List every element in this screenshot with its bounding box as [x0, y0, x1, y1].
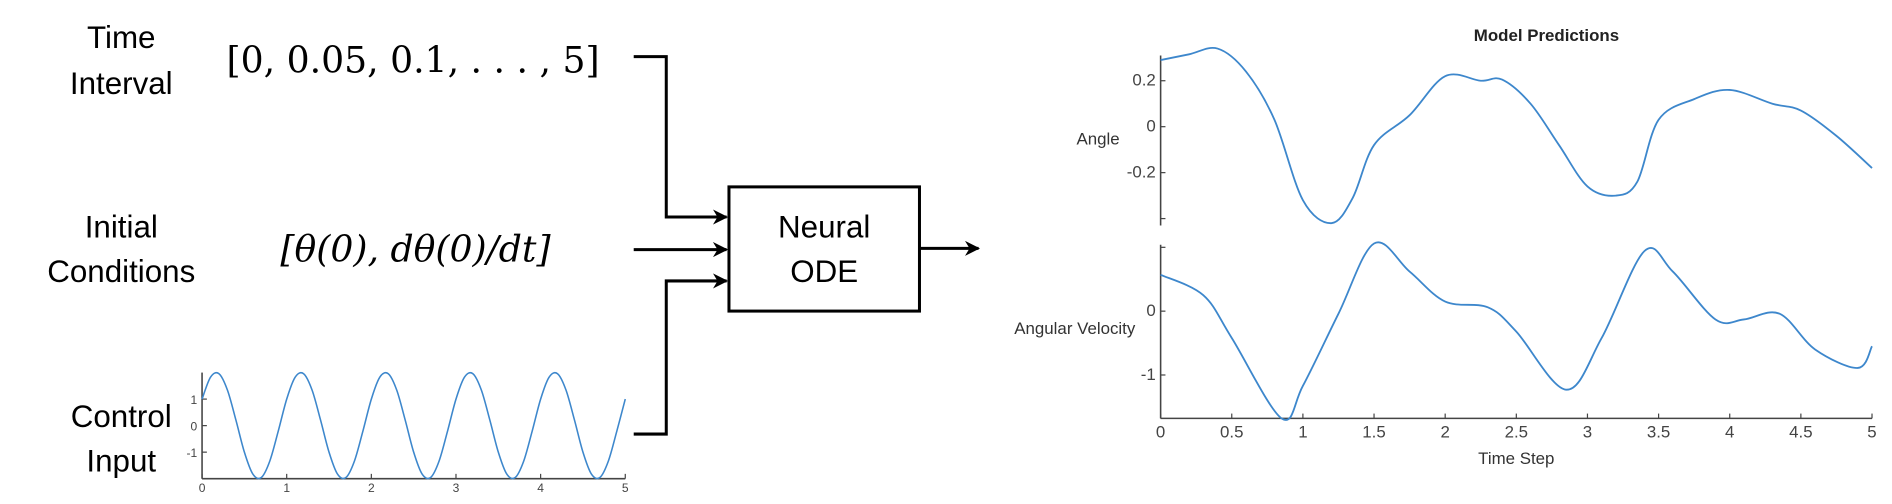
time-interval-value: [0, 0.05, 0.1, . . . , 5]	[226, 38, 599, 81]
x-tick-label: 5	[1867, 423, 1876, 442]
x-tick-label: 4.5	[1789, 423, 1812, 442]
neural-ode-label: ODE	[790, 254, 858, 289]
time-interval-label: Time	[87, 20, 155, 55]
x-tick-label: 1.5	[1362, 423, 1385, 442]
angle-line	[1160, 47, 1873, 225]
y-tick-label: 0	[1146, 117, 1155, 136]
angular-velocity-line	[1160, 241, 1873, 421]
time-interval-label: Interval	[70, 66, 173, 101]
x-tick-label: 0	[1156, 423, 1165, 442]
initial-conditions-value: [θ(0), dθ(0)/dt]	[280, 228, 551, 271]
x-tick-label: 0.5	[1220, 423, 1243, 442]
x-tick-label: 2	[368, 481, 375, 495]
x-tick-label: 0	[199, 481, 206, 495]
x-tick-label: 4	[537, 481, 544, 495]
x-tick-label: 2	[1440, 423, 1449, 442]
x-tick-label: 3	[1583, 423, 1592, 442]
x-tick-label: 1	[283, 481, 290, 495]
chart-title: Model Predictions	[1474, 26, 1619, 45]
y-tick-label: -1	[187, 446, 198, 460]
x-tick-label: 3	[453, 481, 460, 495]
y-tick-label: 0	[191, 419, 198, 433]
x-tick-label: 2.5	[1505, 423, 1528, 442]
control-input-arrow	[633, 273, 729, 436]
time-interval-arrow	[633, 55, 729, 225]
x-tick-label: 1	[1298, 423, 1307, 442]
y-tick-label: -1	[1141, 365, 1156, 384]
angular-velocity-ylabel: Angular Velocity	[1014, 319, 1136, 338]
y-tick-label: -0.2	[1127, 162, 1156, 181]
control-input-label: Input	[86, 443, 156, 478]
x-tick-label: 3.5	[1647, 423, 1670, 442]
y-tick-label: 0	[1146, 301, 1155, 320]
time-step-xlabel: Time Step	[1478, 449, 1554, 468]
y-tick-label: 0.2	[1132, 71, 1155, 90]
x-tick-label: 4	[1725, 423, 1734, 442]
initial-conditions-label: Initial	[85, 210, 158, 245]
control-input-label: Control	[71, 399, 172, 434]
initial-conditions-label: Conditions	[47, 254, 195, 289]
x-tick-label: 5	[622, 481, 629, 495]
y-tick-label: 1	[191, 393, 198, 407]
control-input-line	[201, 371, 627, 480]
neural-ode-label: Neural	[778, 210, 870, 245]
angle-ylabel: Angle	[1076, 130, 1119, 149]
neural-ode-box	[727, 185, 921, 313]
